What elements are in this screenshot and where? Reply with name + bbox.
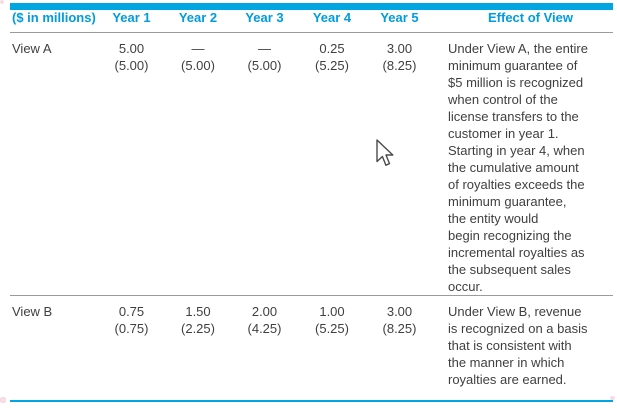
cell-year4: 0.25 (5.25) [298, 32, 366, 296]
cumulative-value: (5.25) [315, 58, 349, 73]
column-header-effect: Effect of View [433, 10, 613, 33]
table-row-view-a: View A 5.00 (5.00) — (5.00) — (5.00) 0.2… [10, 32, 613, 296]
cell-year1: 0.75 (0.75) [98, 296, 165, 389]
scan-artifact [610, 396, 615, 400]
royalty-recognition-table: ($ in millions) Year 1 Year 2 Year 3 Yea… [10, 10, 613, 388]
cumulative-value: (0.75) [114, 321, 149, 336]
column-header-year3: Year 3 [231, 10, 298, 33]
cell-year1: 5.00 (5.00) [98, 32, 165, 296]
column-header-unit: ($ in millions) [10, 10, 98, 33]
cumulative-value: (5.00) [247, 58, 282, 73]
annual-value: 0.75 [118, 304, 145, 319]
effect-of-view-text: Under View B, revenue is recognized on a… [448, 304, 588, 387]
cumulative-value: (5.25) [315, 321, 349, 336]
cell-year3: 2.00 (4.25) [231, 296, 298, 389]
table-row-view-b: View B 0.75 (0.75) 1.50 (2.25) 2.00 (4.2… [10, 296, 613, 389]
column-header-year4: Year 4 [298, 10, 366, 33]
column-header-year5: Year 5 [366, 10, 433, 33]
annual-value: 3.00 [386, 304, 413, 319]
annual-value: 5.00 [118, 41, 145, 56]
annual-value: 1.00 [319, 304, 345, 319]
row-label: View A [10, 32, 98, 296]
cell-year2: 1.50 (2.25) [165, 296, 231, 389]
effect-of-view-text: Under View A, the entire minimum guarant… [433, 32, 613, 296]
cumulative-value: (5.00) [114, 58, 149, 73]
top-accent-bar [10, 3, 613, 10]
row-label: View B [12, 304, 53, 319]
column-header-year2: Year 2 [165, 10, 231, 33]
table-header-row: ($ in millions) Year 1 Year 2 Year 3 Yea… [10, 10, 613, 33]
cumulative-value: (4.25) [247, 321, 282, 336]
annual-value: 2.00 [251, 304, 278, 319]
annual-value: 1.50 [185, 304, 211, 319]
scan-artifact [0, 0, 4, 4]
cumulative-value: (8.25) [382, 58, 417, 73]
cell-year4: 1.00 (5.25) [298, 296, 366, 389]
cumulative-value: (8.25) [382, 321, 417, 336]
annual-value: — [258, 41, 271, 56]
column-header-year1: Year 1 [98, 10, 165, 33]
annual-value: 0.25 [319, 41, 345, 56]
bottom-accent-bar [10, 400, 613, 402]
scan-artifact [0, 397, 6, 403]
cell-year2: — (5.00) [165, 32, 231, 296]
annual-value: — [191, 41, 205, 56]
annual-value: 3.00 [386, 41, 413, 56]
cell-year3: — (5.00) [231, 32, 298, 296]
cell-year5: 3.00 (8.25) [366, 296, 433, 389]
cumulative-value: (5.00) [181, 58, 215, 73]
cell-year5: 3.00 (8.25) [366, 32, 433, 296]
cumulative-value: (2.25) [181, 321, 215, 336]
